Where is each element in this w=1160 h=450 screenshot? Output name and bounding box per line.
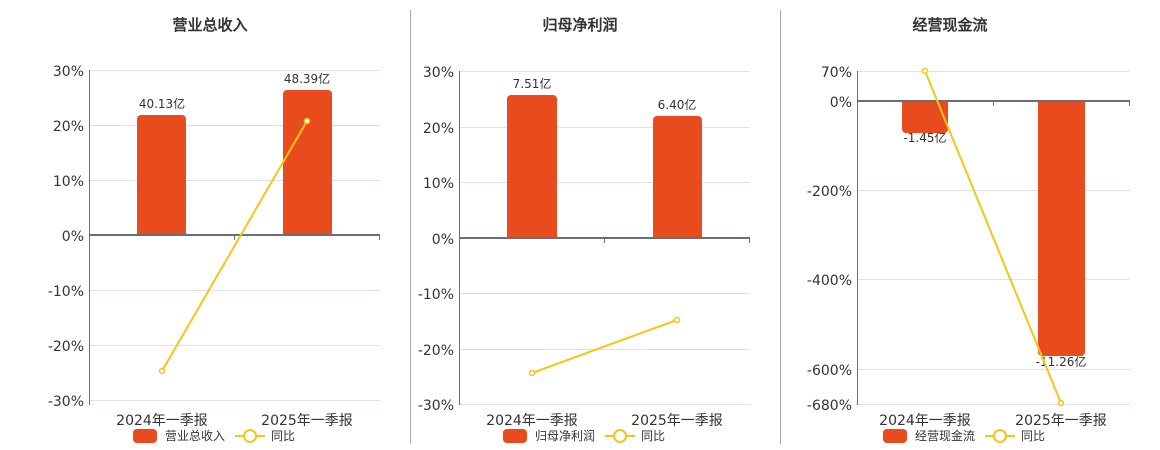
y-tick: -600% (807, 363, 852, 379)
legend-line-label[interactable]: 同比 (271, 429, 296, 443)
y-tick: 30% (53, 64, 84, 80)
y-tick: -30% (48, 394, 84, 410)
y-tick: 0% (432, 232, 454, 248)
line-point[interactable] (158, 367, 166, 375)
legend-line-label[interactable]: 同比 (641, 429, 666, 443)
bar-label: -11.26亿 (1036, 354, 1087, 369)
legend: 归母净利润 同比 (503, 427, 665, 444)
line-point[interactable] (1057, 399, 1065, 407)
legend-bar-label[interactable]: 经营现金流 (915, 429, 976, 443)
y-tick: 10% (423, 176, 454, 192)
legend-line-icon[interactable] (605, 428, 636, 443)
line-point[interactable] (921, 67, 929, 75)
y-tick: -10% (48, 284, 84, 300)
x-tick: 2024年一季报 (486, 413, 578, 429)
chart-plot: 30% 20% 10% 0% -10% -20% -30% 40.13亿 48.… (48, 64, 380, 429)
x-tick: 2024年一季报 (116, 413, 208, 429)
x-tick: 2024年一季报 (879, 413, 971, 429)
legend: 营业总收入 同比 (133, 427, 295, 444)
line-point[interactable] (528, 369, 536, 377)
x-tick: 2025年一季报 (631, 413, 723, 429)
y-tick: 70% (821, 65, 852, 81)
legend-line-icon[interactable] (235, 428, 266, 443)
chart-title: 营业总收入 (172, 16, 248, 34)
chart-panel-net-profit: 归母净利润 30% 20% 10% 0% -10% -20% -30% 7.51… (418, 16, 750, 444)
legend-bar-swatch[interactable] (883, 428, 907, 443)
bar-label: 7.51亿 (513, 76, 552, 91)
y-tick: -20% (418, 343, 454, 359)
y-tick: 10% (53, 174, 84, 190)
divider (780, 10, 781, 444)
y-tick: 20% (423, 121, 454, 137)
x-tick: 2025年一季报 (1015, 413, 1107, 429)
bar-label: 40.13亿 (139, 96, 185, 111)
chart-plot: 30% 20% 10% 0% -10% -20% -30% 7.51亿 6.40… (418, 65, 750, 429)
bar[interactable] (653, 116, 702, 238)
legend-line-icon[interactable] (985, 428, 1016, 443)
y-tick: -20% (48, 339, 84, 355)
bar[interactable] (283, 90, 332, 235)
y-tick: -200% (807, 184, 852, 200)
bar[interactable] (507, 95, 557, 238)
bar-label: 48.39亿 (284, 71, 330, 86)
y-tick: -400% (807, 273, 852, 289)
y-tick: 20% (53, 119, 84, 135)
chart-title: 经营现金流 (912, 16, 988, 34)
y-tick: -30% (418, 398, 454, 414)
legend-bar-swatch[interactable] (503, 428, 527, 443)
x-tick: 2025年一季报 (261, 413, 353, 429)
bar[interactable] (1038, 101, 1085, 356)
legend: 经营现金流 同比 (883, 427, 1045, 444)
chart-title: 归母净利润 (542, 16, 618, 34)
bar-label: -1.45亿 (903, 130, 946, 145)
y-tick: 0% (62, 229, 84, 245)
chart-panel-revenue: 营业总收入 30% 20% 10% 0% -10% -20% -30% 40.1… (0, 0, 410, 450)
y-tick: 0% (830, 95, 852, 111)
divider (410, 10, 411, 444)
bar[interactable] (902, 101, 948, 133)
y-tick: -680% (807, 398, 852, 414)
legend-bar-label[interactable]: 归母净利润 (535, 429, 596, 443)
bar-label: 6.40亿 (658, 97, 697, 112)
legend-line-label[interactable]: 同比 (1021, 429, 1046, 443)
legend-bar-label[interactable]: 营业总收入 (165, 429, 226, 443)
bar[interactable] (137, 115, 186, 235)
y-tick: -10% (418, 287, 454, 303)
y-tick: 30% (423, 65, 454, 81)
line-point[interactable] (673, 316, 681, 324)
line-point[interactable] (303, 117, 311, 125)
legend-bar-swatch[interactable] (133, 428, 157, 443)
